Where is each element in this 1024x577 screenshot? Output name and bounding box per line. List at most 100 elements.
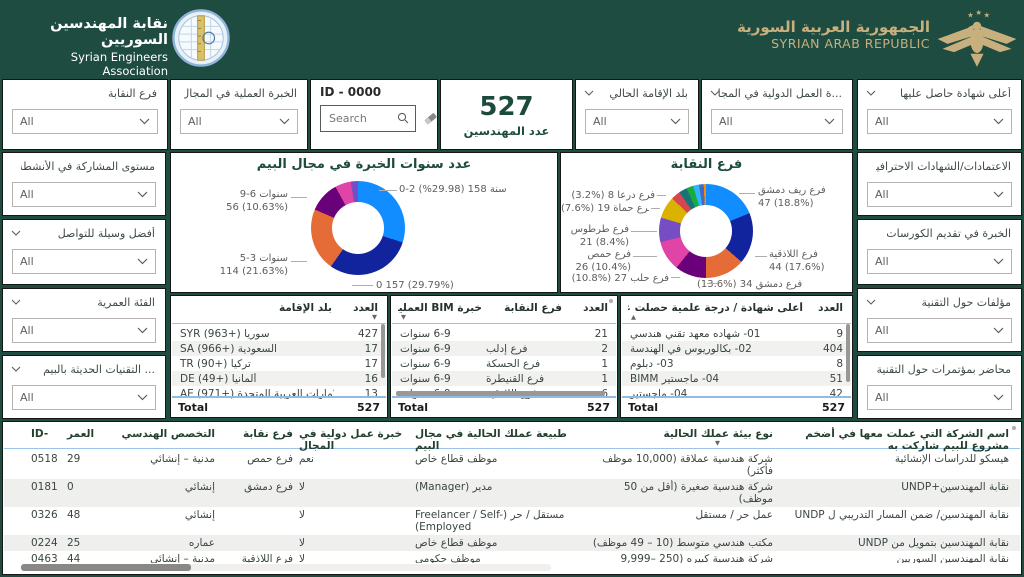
table-cell: AE (971+) الامارات العربية المتحدة xyxy=(180,387,334,400)
chevron-down-icon xyxy=(670,118,681,125)
column-header[interactable]: التخصص الهندسي xyxy=(121,428,216,440)
chevron-down-icon xyxy=(824,118,835,125)
table-row[interactable]: 0224 25 عماره لا موظف قطاع خاص مكتب هندسي متو… xyxy=(4,535,1020,551)
courses-dropdown[interactable]: All xyxy=(867,249,1012,274)
table-cell: 0463 xyxy=(31,553,58,563)
search-icon xyxy=(397,109,409,128)
column-header[interactable]: فرع نقابة xyxy=(243,428,293,440)
table-row[interactable]: 04- ماجستير BIMM 51 xyxy=(622,371,851,386)
search-input[interactable] xyxy=(327,111,393,126)
accreditations-dropdown[interactable]: All xyxy=(867,182,1012,207)
callout-line xyxy=(631,231,657,232)
publications-dropdown[interactable]: All xyxy=(867,318,1012,343)
column-header[interactable]: العمر xyxy=(67,428,95,440)
contact-dropdown[interactable]: All xyxy=(12,249,156,274)
chevron-down-icon[interactable] xyxy=(11,230,21,236)
residence-dropdown[interactable]: All xyxy=(585,109,689,134)
modern-tech-dropdown[interactable]: All xyxy=(12,385,156,410)
callout-line xyxy=(671,277,680,278)
chevron-down-icon[interactable] xyxy=(584,90,594,96)
table-row[interactable]: 6-9 سنوات 21 xyxy=(392,326,616,341)
table-row[interactable]: 02- بكالوريوس في الهندسة 404 xyxy=(622,341,851,356)
table-cell: عماره xyxy=(188,537,215,549)
table-row[interactable]: 0463 44 مدنية – إنشائي فرع اللاذقية لا موظف ح… xyxy=(4,551,1020,563)
age-group-dropdown[interactable]: All xyxy=(12,318,156,343)
vertical-scrollbar[interactable] xyxy=(381,324,385,378)
chevron-down-icon[interactable] xyxy=(866,90,876,96)
table-row[interactable]: 6-9 سنوات فرع القنيطرة 1 xyxy=(392,371,616,386)
table-cell: 1 xyxy=(601,357,608,370)
intl-work-dropdown[interactable]: All xyxy=(711,109,843,134)
detail-table-body: 0518 29 مدنية – إنشائي فرع حمص نعم موظف قطاع … xyxy=(4,451,1020,563)
table-row[interactable]: 04- ماجستير 42 xyxy=(622,386,851,400)
table-row[interactable]: 0518 29 مدنية – إنشائي فرع حمص نعم موظف قطاع … xyxy=(4,451,1020,479)
table-row[interactable]: 0326 48 إنشائي لا مستقل / حر (Freelancer / S… xyxy=(4,507,1020,535)
column-header[interactable]: بلد الإقامة xyxy=(278,302,332,314)
table-cell: 6-9 سنوات xyxy=(400,342,451,355)
column-header[interactable]: العدد xyxy=(583,302,608,314)
table-row[interactable]: SYR (963+) سوريا 427 xyxy=(172,326,386,341)
column-header[interactable]: العدد xyxy=(818,302,843,314)
column-header[interactable]: العدد xyxy=(353,302,378,314)
column-header[interactable]: أعلى شهادة / درجة علمية حصلت عليها xyxy=(628,302,803,314)
chart-branch-title: فرع النقابة xyxy=(670,157,743,172)
eraser-icon[interactable] xyxy=(423,111,438,130)
table-row[interactable]: DE (49+) ألمانيا 16 xyxy=(172,371,386,386)
table-bim-branch-body: 6-9 سنوات 21 6-9 سنوات فرع إدلب 2 6-9 سنوات فر… xyxy=(392,326,616,399)
column-header[interactable]: خبرة BIM العملية xyxy=(398,302,482,314)
table-cell: 0326 xyxy=(31,509,58,521)
table-row[interactable]: 03- دبلوم 8 xyxy=(622,356,851,371)
bim-years-donut[interactable] xyxy=(311,181,405,275)
horizontal-scrollbar[interactable] xyxy=(396,391,605,396)
chevron-down-icon[interactable] xyxy=(710,90,720,96)
participation-dropdown[interactable]: All xyxy=(12,182,156,207)
table-row[interactable]: 6-9 سنوات فرع الحسكة 1 xyxy=(392,356,616,371)
table-cell xyxy=(218,536,296,538)
vertical-scrollbar[interactable] xyxy=(846,324,850,382)
kpi-engineers-count: 527 عدد المهندسين xyxy=(440,79,573,150)
work-exp-dropdown[interactable]: All xyxy=(180,109,298,134)
branch-dropdown[interactable]: All xyxy=(12,109,158,134)
callout-6-9-years: سنوات 6-9 56 (10.63%) xyxy=(226,189,288,213)
chevron-down-icon xyxy=(993,327,1004,334)
detail-table-header: ID- العمر التخصص الهندسي فرع نقابة خبرة عمل … xyxy=(4,424,1020,452)
column-header[interactable]: ID- xyxy=(31,428,49,440)
table-row[interactable]: SA (966+) السعودية 17 xyxy=(172,341,386,356)
lectures-dropdown[interactable]: All xyxy=(867,385,1012,410)
table-row[interactable]: TR (90+) تركيا 17 xyxy=(172,356,386,371)
table-cell: فرع إدلب xyxy=(486,342,528,355)
table-row[interactable]: 6-9 سنوات فرع إدلب 2 xyxy=(392,341,616,356)
column-header[interactable]: نوع بيئة عملك الحالية xyxy=(663,428,773,440)
table-row[interactable]: 01- شهاده معهد تقني هندسي 9 xyxy=(622,326,851,341)
horizontal-scrollbar[interactable] xyxy=(21,564,551,571)
callout-zero-years: 0 157 (29.79%) xyxy=(376,280,454,291)
table-cell: لا xyxy=(299,481,305,493)
table-cell: 0224 xyxy=(31,537,58,549)
table-cell: 03- دبلوم xyxy=(630,357,674,370)
scrollbar-thumb[interactable] xyxy=(21,564,191,571)
column-header[interactable]: طبيعة عملك الحالية في مجال البيم xyxy=(415,428,567,452)
org-title-arabic: نقابة المهندسين السوريين xyxy=(50,16,168,48)
chevron-down-icon[interactable] xyxy=(866,299,876,305)
slicer-participation-label: مستوى المشاركة في الأنشطة xyxy=(20,160,155,173)
table-cell: 44 xyxy=(67,553,81,563)
top-degree-dropdown[interactable]: All xyxy=(867,109,1012,134)
column-header[interactable]: اسم الشركة التي عملت معها في أضخم مشروع … xyxy=(805,428,1009,452)
association-logo xyxy=(172,9,230,71)
search-box xyxy=(320,105,416,132)
chevron-down-icon[interactable] xyxy=(11,299,21,305)
org-title-english: Syrian Engineers Association xyxy=(70,50,168,78)
table-degree: أعلى شهادة / درجة علمية حصلت عليها العدد… xyxy=(620,295,853,418)
slicer-modern-tech-label: ... التقنيات الحديثة بالبيم xyxy=(43,363,155,376)
callout-damascus: (13.6%) 34 فرع دمشق xyxy=(697,279,803,290)
slicer-work-exp-label: الخبرة العملية في المجال xyxy=(184,87,297,100)
column-header[interactable]: خبرة عمل دولية في المجال xyxy=(299,428,403,452)
slicer-residence-label: بلد الإقامة الحالي xyxy=(609,87,688,100)
table-row[interactable]: 0181 0 إنشائي فرع دمشق لا مدير (Manager) شركة … xyxy=(4,479,1020,507)
table-residence-body: SYR (963+) سوريا 427 SA (966+) السعودية 17 T… xyxy=(172,326,386,399)
chevron-down-icon[interactable] xyxy=(11,366,21,372)
table-cell: شركة هندسية كبيره (250 –9,999 موظف فأكثر… xyxy=(620,553,773,563)
table-row[interactable]: AE (971+) الامارات العربية المتحدة 13 xyxy=(172,386,386,400)
branch-donut[interactable] xyxy=(659,184,753,278)
column-header[interactable]: فرع النقابة xyxy=(504,302,562,314)
